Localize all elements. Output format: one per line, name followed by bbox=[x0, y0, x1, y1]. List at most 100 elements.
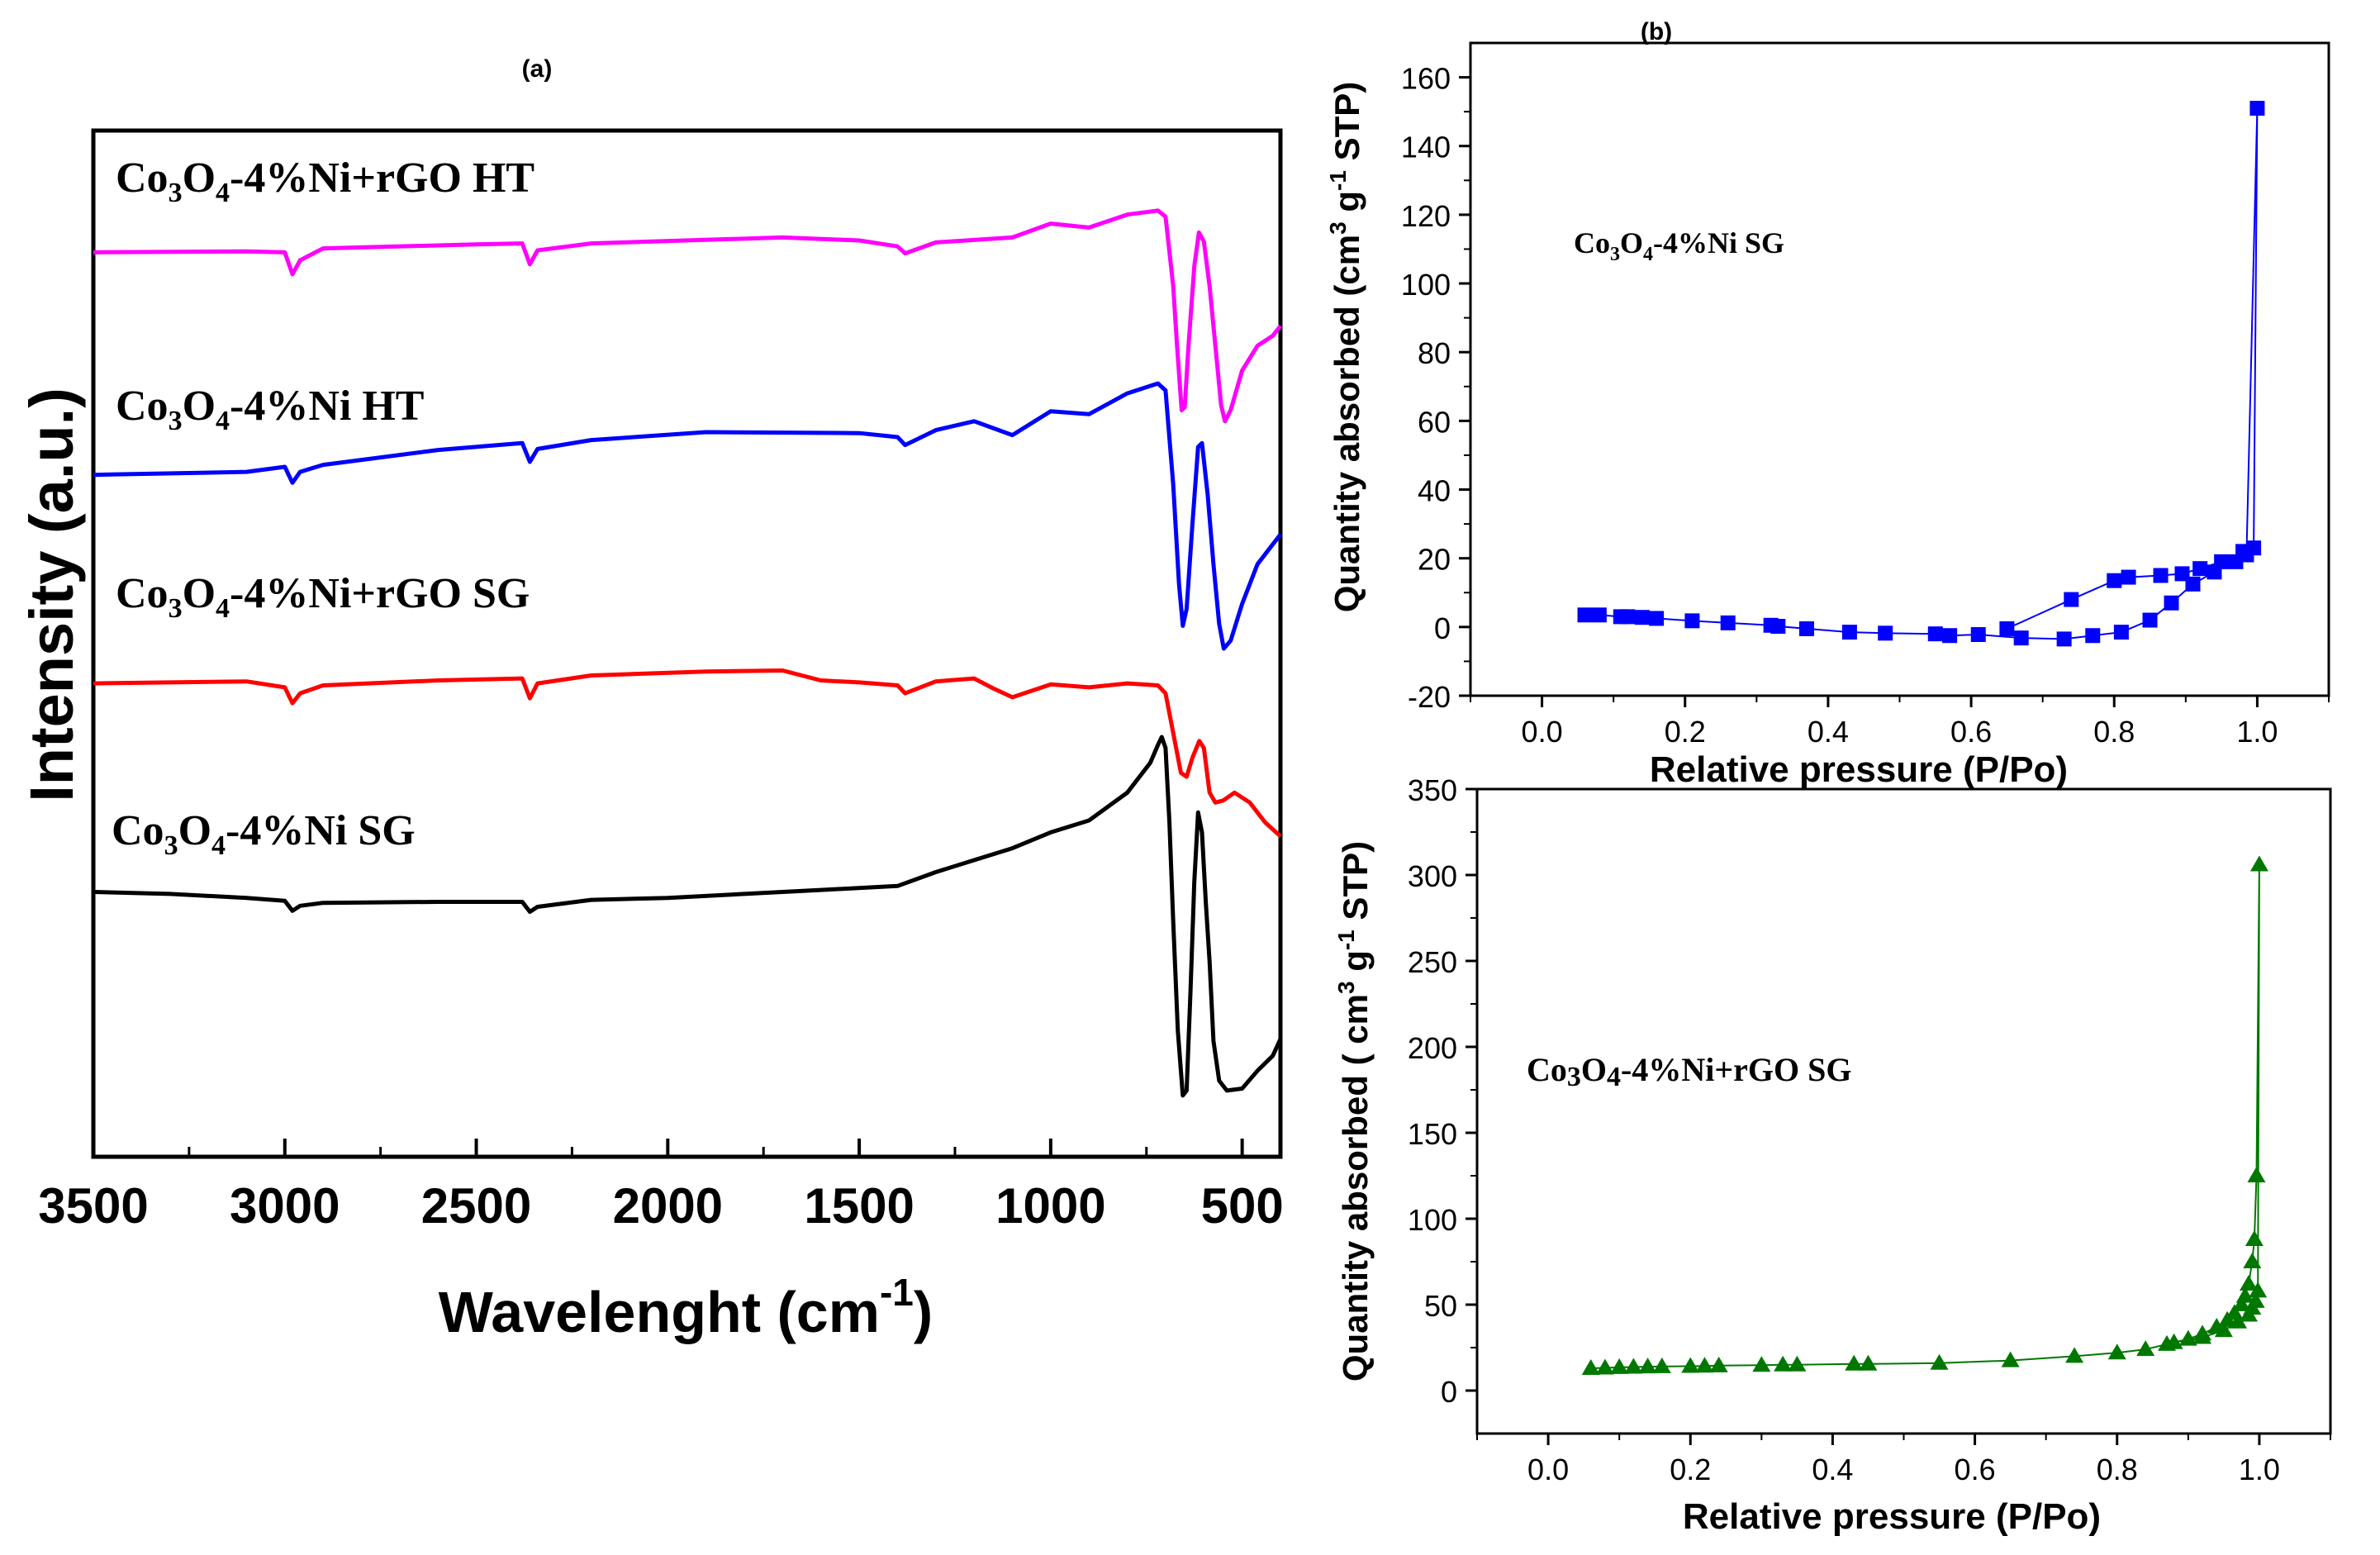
data-point bbox=[2193, 1328, 2212, 1344]
data-point bbox=[2240, 1305, 2259, 1322]
data-point bbox=[2240, 1275, 2259, 1291]
series-label-ni-rgo-sg: Co3O4-4%Ni+rGO SG bbox=[116, 570, 530, 624]
data-point bbox=[2013, 630, 2029, 646]
ftir-series-lines bbox=[93, 208, 1283, 1098]
x-tick-label: 0.8 bbox=[2097, 1453, 2138, 1486]
data-point bbox=[2107, 573, 2122, 588]
data-point bbox=[1624, 1358, 1643, 1374]
data-point bbox=[2107, 1343, 2126, 1360]
isotherm-line bbox=[1590, 864, 2260, 1369]
y-tick-label: 160 bbox=[1401, 62, 1451, 96]
x-tick-label: 0.2 bbox=[1670, 1453, 1711, 1486]
data-point bbox=[2001, 1351, 2020, 1367]
ftir-series-line-1 bbox=[93, 381, 1282, 651]
ftir-series-line-2 bbox=[93, 668, 1282, 839]
data-point bbox=[2235, 1286, 2254, 1303]
data-point bbox=[2113, 625, 2129, 640]
data-point bbox=[1577, 607, 1593, 623]
panel-b-title: (b) bbox=[1641, 18, 1672, 45]
data-point bbox=[2178, 1329, 2197, 1346]
data-point bbox=[2214, 554, 2230, 569]
data-point bbox=[2249, 101, 2265, 116]
x-tick-label: 0.6 bbox=[1955, 1453, 1996, 1486]
bet-ni-sg-chart: (b) 0.0 0.2 0.4 0.6 0.8 1.0 -20 0 20 40 60 80 100 120… bbox=[1325, 18, 2330, 790]
data-point bbox=[1610, 1358, 1629, 1374]
data-point bbox=[2192, 561, 2208, 577]
series-label-ni-ht: Co3O4-4%Ni HT bbox=[116, 383, 424, 436]
x-tick-label: 0.4 bbox=[1812, 1453, 1853, 1486]
bet-bottom-annotation: Co3O4-4%Ni+rGO SG bbox=[1527, 1051, 1851, 1092]
data-point bbox=[2245, 1229, 2264, 1246]
y-tick-label: -20 bbox=[1408, 680, 1451, 714]
data-point bbox=[1970, 626, 1986, 642]
ftir-series-labels: Co3O4-4%Ni+rGO HT Co3O4-4%Ni HT Co3O4-4%… bbox=[112, 155, 534, 861]
bet-top-x-axis-title: Relative pressure (P/Po) bbox=[1650, 749, 2068, 790]
data-point bbox=[1638, 1358, 1657, 1374]
y-tick-label: 250 bbox=[1408, 945, 1457, 979]
data-point bbox=[1634, 610, 1650, 625]
ftir-x-tick-label: 1000 bbox=[995, 1178, 1105, 1234]
y-tick-label: 0 bbox=[1441, 1375, 1457, 1409]
data-point bbox=[1581, 1358, 1600, 1375]
series-label-ni-rgo-ht: Co3O4-4%Ni+rGO HT bbox=[116, 155, 534, 208]
y-tick-label: 200 bbox=[1408, 1031, 1457, 1065]
y-tick-label: 100 bbox=[1408, 1203, 1457, 1237]
data-point bbox=[1720, 615, 1736, 630]
data-point bbox=[2229, 1312, 2248, 1329]
x-tick-label: 0.6 bbox=[1950, 715, 1992, 749]
x-tick-label: 0.0 bbox=[1522, 715, 1563, 749]
ftir-x-axis-title: Wavelenght (cm-1) bbox=[439, 1271, 933, 1344]
data-point bbox=[2142, 612, 2158, 628]
data-point bbox=[1788, 1355, 1807, 1372]
data-point bbox=[1770, 619, 1786, 635]
data-point bbox=[2064, 592, 2079, 607]
data-point bbox=[2243, 1253, 2262, 1268]
data-point bbox=[1841, 625, 1857, 640]
series-label-ni-sg: Co3O4-4%Ni SG bbox=[112, 807, 416, 861]
data-point bbox=[2065, 1347, 2084, 1363]
bet-top-series bbox=[1577, 101, 2265, 647]
data-point bbox=[1999, 621, 2015, 636]
data-point bbox=[2085, 628, 2101, 644]
y-tick-label: 150 bbox=[1408, 1117, 1457, 1151]
y-tick-label: 0 bbox=[1434, 611, 1451, 645]
ftir-x-ticks: 3500 3000 2500 2000 1500 1000 500 bbox=[38, 1139, 1284, 1234]
data-point bbox=[1774, 1355, 1793, 1372]
y-tick-label: 140 bbox=[1401, 131, 1451, 164]
x-tick-label: 1.0 bbox=[2236, 715, 2278, 749]
data-point bbox=[1752, 1356, 1771, 1372]
data-point bbox=[2136, 1340, 2155, 1357]
data-point bbox=[1878, 625, 1893, 641]
y-tick-label: 60 bbox=[1418, 405, 1451, 439]
ftir-x-tick-label: 2500 bbox=[421, 1178, 531, 1234]
bet-bottom-y-axis-title: Quantity absorbed ( cm3 g-1 STP) bbox=[1333, 841, 1375, 1381]
data-point bbox=[2232, 1296, 2251, 1311]
y-tick-label: 50 bbox=[1424, 1289, 1457, 1323]
data-point bbox=[1591, 607, 1607, 623]
data-point bbox=[1684, 613, 1700, 629]
data-point bbox=[2153, 568, 2169, 583]
data-point bbox=[1695, 1357, 1714, 1373]
data-point bbox=[1927, 626, 1943, 642]
data-point bbox=[1620, 609, 1636, 625]
x-tick-label: 0.2 bbox=[1665, 715, 1706, 749]
bet-top-annotation: Co3O4-4%Ni SG bbox=[1574, 226, 1784, 265]
data-point bbox=[2056, 631, 2072, 647]
y-tick-label: 350 bbox=[1408, 773, 1457, 807]
data-point bbox=[1595, 1358, 1614, 1375]
data-point bbox=[1845, 1354, 1864, 1371]
data-point bbox=[1681, 1357, 1700, 1373]
y-tick-label: 300 bbox=[1408, 859, 1457, 893]
data-point bbox=[2235, 544, 2251, 559]
data-point bbox=[1859, 1354, 1878, 1371]
data-point bbox=[1930, 1353, 1949, 1370]
bet-top-axes: 0.0 0.2 0.4 0.6 0.8 1.0 -20 0 20 40 60 80 100 120 140 1… bbox=[1401, 62, 2330, 749]
data-point bbox=[1652, 1357, 1671, 1373]
bet-bottom-series bbox=[1581, 855, 2268, 1375]
ftir-x-tick-label: 2000 bbox=[613, 1178, 723, 1234]
data-point bbox=[2174, 566, 2190, 582]
data-point bbox=[1649, 611, 1665, 626]
y-tick-label: 40 bbox=[1418, 474, 1451, 508]
panel-a-title: (a) bbox=[522, 55, 553, 83]
